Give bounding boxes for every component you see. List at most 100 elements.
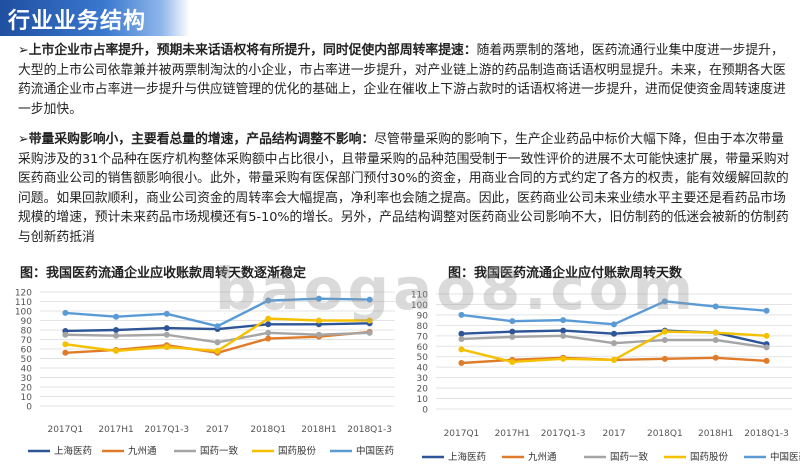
data-point [265, 315, 272, 322]
data-point [560, 327, 567, 334]
data-point [458, 330, 465, 337]
data-point [62, 309, 69, 316]
data-point [62, 349, 69, 356]
title-banner: 行业业务结构 [0, 0, 190, 36]
data-point [113, 327, 120, 333]
y-tick-label: 110 [15, 298, 32, 308]
chart-title-receivable: 图：我国医药流通企业应收账款周转天数逐渐稳定 [20, 266, 307, 281]
data-point [763, 332, 770, 339]
x-tick-label: 2018H1 [301, 425, 336, 435]
data-point [661, 355, 668, 362]
data-point [560, 332, 567, 339]
y-tick-label: 0 [422, 406, 428, 416]
y-tick-label: 20 [21, 384, 33, 394]
y-tick-label: 70 [417, 332, 429, 342]
data-point [366, 317, 373, 324]
data-point [560, 317, 567, 324]
data-point [661, 298, 668, 305]
data-point [214, 323, 221, 330]
data-point [458, 335, 465, 342]
legend-label: 中国医药 [770, 451, 800, 463]
data-point [509, 358, 516, 365]
y-tick-label: 50 [21, 355, 33, 365]
x-tick-label: 2018Q1 [647, 429, 683, 439]
y-tick-label: 20 [417, 385, 429, 395]
data-point [113, 347, 120, 354]
data-point [458, 346, 465, 353]
legend-label: 上海医药 [54, 445, 92, 457]
y-tick-label: 40 [21, 365, 33, 375]
data-point [62, 341, 69, 348]
data-point [661, 328, 668, 335]
chart-title-payable: 图：我国医药流通企业应付账款周转天数 [448, 266, 683, 281]
y-tick-label: 120 [15, 289, 32, 299]
data-point [712, 337, 719, 343]
x-tick-label: 2018Q1-3 [744, 429, 789, 439]
data-point [458, 360, 465, 366]
legend-label: 中国医药 [356, 445, 394, 457]
x-tick-label: 2017H1 [98, 425, 133, 435]
y-tick-label: 10 [21, 393, 33, 403]
x-tick-label: 2018Q1-3 [347, 425, 392, 435]
legend-label: 九州通 [528, 451, 557, 463]
x-tick-label: 2018H1 [698, 429, 733, 439]
data-point [611, 321, 617, 328]
data-point [712, 329, 719, 336]
x-tick-label: 2017Q1 [47, 425, 83, 435]
y-tick-label: 100 [15, 308, 32, 318]
data-point [163, 344, 170, 351]
data-point [509, 328, 516, 335]
data-point [611, 356, 617, 363]
y-tick-label: 50 [417, 353, 429, 363]
y-tick-label: 40 [417, 364, 429, 374]
x-tick-label: 2017 [206, 425, 229, 435]
page-title: 行业业务结构 [8, 9, 147, 34]
data-point [458, 311, 465, 318]
data-point [611, 340, 617, 347]
data-point [62, 331, 69, 338]
legend-label: 国药股份 [278, 445, 317, 457]
data-point [163, 325, 170, 332]
data-point [163, 310, 170, 317]
data-point [509, 333, 516, 340]
data-point [315, 317, 322, 324]
data-point [509, 318, 516, 325]
y-tick-label: 0 [26, 403, 32, 413]
legend-label: 国药股份 [690, 451, 729, 463]
x-tick-label: 2017Q1-3 [144, 425, 189, 435]
watermark: baogao8.com [215, 255, 698, 323]
x-tick-label: 2017 [603, 429, 626, 439]
data-point [366, 329, 373, 336]
y-tick-label: 30 [417, 374, 429, 384]
data-point [560, 355, 567, 362]
y-tick-label: 60 [21, 346, 33, 356]
data-point [113, 332, 120, 339]
data-point [763, 307, 770, 314]
data-point [214, 339, 221, 346]
paragraph-volume-purchase: ➢带量采购影响小，主要看总量的增速，产品结构调整不影响：尽管带量采购的影响下，生… [18, 130, 792, 247]
x-tick-label: 2017Q1 [444, 429, 480, 439]
y-tick-label: 100 [411, 301, 428, 311]
data-point [265, 329, 272, 336]
x-tick-label: 2018Q1 [250, 425, 286, 435]
paragraph-lead: ➢带量采购影响小，主要看总量的增速，产品结构调整不影响： [18, 132, 375, 147]
data-point [712, 303, 719, 310]
data-point [712, 354, 719, 361]
data-point [763, 344, 770, 351]
y-tick-label: 70 [21, 336, 33, 346]
y-tick-label: 80 [21, 327, 33, 337]
data-point [315, 295, 322, 302]
data-point [611, 330, 617, 337]
paragraph-body: 尽管带量采购的影响下，生产企业药品中标价大幅下降，但由于本次带量采购涉及的31个… [18, 132, 790, 245]
data-point [763, 357, 770, 364]
data-point [366, 296, 373, 303]
legend-label: 国药一致 [610, 451, 649, 463]
data-point [163, 331, 170, 338]
data-point [113, 313, 120, 320]
y-tick-label: 80 [417, 322, 429, 332]
y-tick-label: 10 [417, 395, 429, 405]
x-tick-label: 2017Q1-3 [541, 429, 586, 439]
legend-label: 上海医药 [448, 451, 486, 463]
